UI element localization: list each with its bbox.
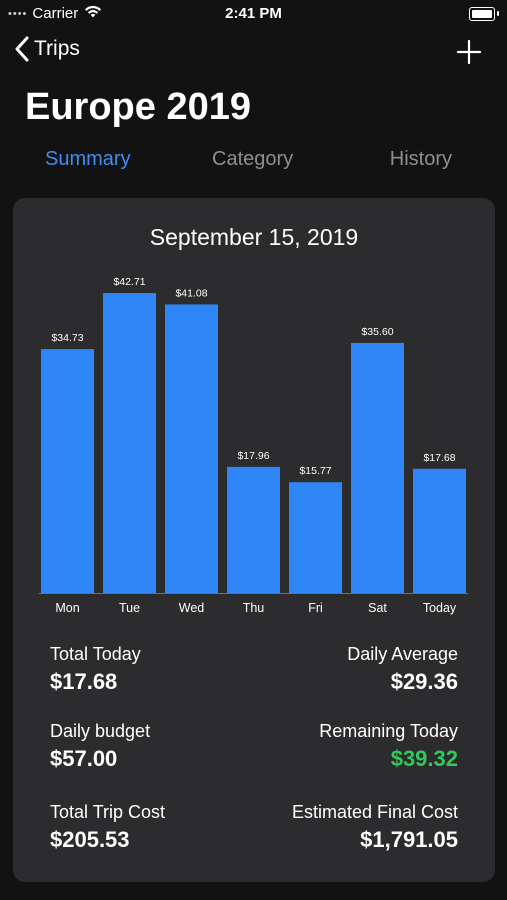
plus-icon bbox=[456, 39, 482, 65]
signal-icon: •••• bbox=[8, 7, 28, 20]
wifi-icon bbox=[84, 5, 102, 22]
chart-category-label: Wed bbox=[179, 601, 205, 615]
daily-average-value: $29.36 bbox=[390, 669, 458, 694]
tab-history[interactable]: History bbox=[389, 148, 452, 170]
nav-bar: Trips bbox=[0, 34, 507, 72]
chart-category-label: Mon bbox=[55, 601, 79, 615]
stat-daily-average: Daily Average $29.36 bbox=[347, 644, 458, 695]
daily-budget-label: Daily budget bbox=[50, 721, 151, 741]
estimated-final-cost-value: $1,791.05 bbox=[360, 827, 458, 852]
chart-date: September 15, 2019 bbox=[149, 224, 359, 250]
chart-bar bbox=[41, 349, 94, 593]
tab-summary[interactable]: Summary bbox=[45, 148, 131, 170]
chart-data-label: $15.77 bbox=[299, 465, 331, 477]
chart-data-label: $17.96 bbox=[237, 450, 269, 462]
status-left: •••• Carrier bbox=[8, 5, 102, 22]
chart-data-label: $34.73 bbox=[51, 332, 83, 344]
chart-category-label: Fri bbox=[308, 601, 323, 615]
chart-category-label: Tue bbox=[119, 601, 140, 615]
add-button[interactable] bbox=[455, 38, 483, 66]
status-time: 2:41 PM bbox=[225, 5, 282, 22]
estimated-final-cost-label: Estimated Final Cost bbox=[291, 802, 458, 822]
chart-data-label: $41.08 bbox=[175, 287, 207, 299]
battery-icon bbox=[469, 7, 499, 21]
chart-data-label: $42.71 bbox=[113, 276, 145, 288]
stat-daily-budget: Daily budget $57.00 bbox=[50, 721, 150, 772]
remaining-today-value: $39.32 bbox=[390, 746, 458, 771]
battery-fill bbox=[472, 10, 492, 18]
chart-bar bbox=[289, 482, 342, 593]
chart-data-label: $17.68 bbox=[423, 452, 455, 464]
chart-bar bbox=[165, 304, 218, 593]
chart-category-label: Today bbox=[423, 601, 457, 615]
chart-bar bbox=[351, 342, 404, 593]
total-today-value: $17.68 bbox=[50, 669, 118, 694]
stat-total-trip-cost: Total Trip Cost $205.53 bbox=[50, 802, 165, 853]
back-button[interactable]: Trips bbox=[14, 36, 80, 62]
chevron-left-icon bbox=[15, 36, 29, 62]
chart-category-label: Thu bbox=[243, 601, 265, 615]
chart-bar bbox=[103, 293, 156, 593]
daily-spend-chart: $34.73 Mon $42.71 Tue $41.08 Wed $17.96 Thu $15.… bbox=[39, 276, 468, 615]
stat-remaining-today: Remaining Today $39.32 bbox=[319, 721, 458, 772]
summary-card: September 15, 2019 $34.73 Mon $42.71 Tue $41… bbox=[13, 198, 495, 882]
page-title: Europe 2019 bbox=[25, 86, 251, 128]
chart-bar bbox=[413, 468, 466, 593]
back-label: Trips bbox=[34, 37, 80, 60]
stat-total-today: Total Today $17.68 bbox=[50, 644, 141, 695]
chart-category-label: Sat bbox=[368, 601, 387, 615]
stat-estimated-final-cost: Estimated Final Cost $1,791.05 bbox=[292, 802, 458, 853]
daily-average-label: Daily Average bbox=[347, 644, 458, 664]
segment-tabs: Summary Category History bbox=[0, 148, 507, 178]
chart-bar bbox=[227, 466, 280, 593]
total-today-label: Total Today bbox=[50, 644, 141, 664]
tab-category[interactable]: Category bbox=[212, 148, 294, 170]
carrier-label: Carrier bbox=[32, 5, 79, 22]
remaining-today-label: Remaining Today bbox=[319, 721, 458, 741]
status-bar: •••• Carrier 2:41 PM bbox=[0, 0, 507, 28]
daily-budget-value: $57.00 bbox=[50, 746, 118, 771]
total-trip-cost-label: Total Trip Cost bbox=[50, 802, 166, 822]
total-trip-cost-value: $205.53 bbox=[50, 827, 130, 852]
chart-data-label: $35.60 bbox=[361, 326, 393, 338]
